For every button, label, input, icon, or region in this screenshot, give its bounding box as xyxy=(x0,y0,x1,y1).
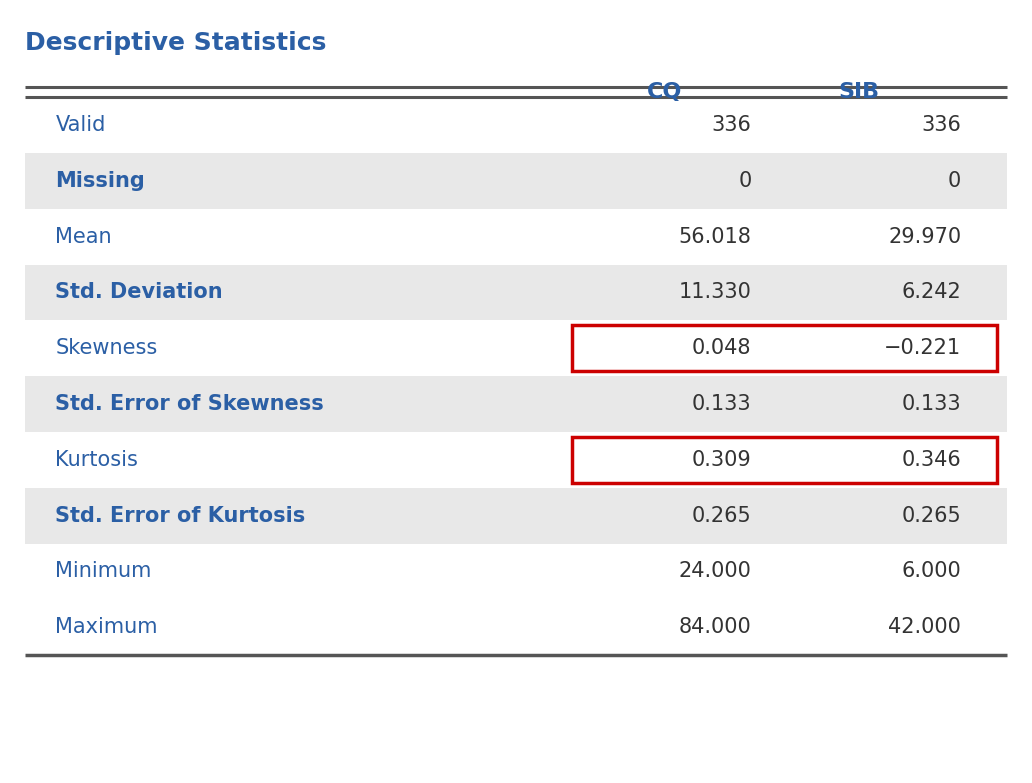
Text: Missing: Missing xyxy=(56,171,146,191)
Bar xyxy=(25,543,1007,599)
Text: 0.133: 0.133 xyxy=(902,394,961,414)
Text: 0.309: 0.309 xyxy=(691,450,751,470)
Text: 336: 336 xyxy=(712,115,751,135)
Text: SIB: SIB xyxy=(838,82,879,102)
Text: CQ: CQ xyxy=(647,82,682,102)
Bar xyxy=(25,599,1007,655)
Text: 11.330: 11.330 xyxy=(679,283,751,302)
Text: 6.242: 6.242 xyxy=(902,283,961,302)
Text: 0.265: 0.265 xyxy=(691,506,751,525)
Bar xyxy=(25,97,1007,153)
Text: 84.000: 84.000 xyxy=(679,617,751,637)
Text: Std. Error of Kurtosis: Std. Error of Kurtosis xyxy=(56,506,305,525)
Bar xyxy=(25,320,1007,376)
Text: 29.970: 29.970 xyxy=(889,226,961,247)
Text: 42.000: 42.000 xyxy=(889,617,961,637)
Text: 0.048: 0.048 xyxy=(691,338,751,359)
Text: 0: 0 xyxy=(738,171,751,191)
Text: 0.346: 0.346 xyxy=(902,450,961,470)
Text: 0.133: 0.133 xyxy=(691,394,751,414)
Text: 0: 0 xyxy=(948,171,961,191)
Text: 6.000: 6.000 xyxy=(902,561,961,582)
Bar xyxy=(573,325,997,371)
Text: Maximum: Maximum xyxy=(56,617,158,637)
Text: Mean: Mean xyxy=(56,226,112,247)
Bar xyxy=(25,488,1007,543)
Bar xyxy=(573,437,997,483)
Text: Skewness: Skewness xyxy=(56,338,158,359)
Bar xyxy=(25,432,1007,488)
Bar xyxy=(25,265,1007,320)
Bar xyxy=(25,376,1007,432)
Text: Std. Deviation: Std. Deviation xyxy=(56,283,223,302)
Bar xyxy=(25,153,1007,209)
Text: Kurtosis: Kurtosis xyxy=(56,450,138,470)
Text: 336: 336 xyxy=(922,115,961,135)
Text: 0.265: 0.265 xyxy=(902,506,961,525)
Text: 24.000: 24.000 xyxy=(679,561,751,582)
Text: Descriptive Statistics: Descriptive Statistics xyxy=(25,31,326,56)
Text: 56.018: 56.018 xyxy=(679,226,751,247)
Text: Std. Error of Skewness: Std. Error of Skewness xyxy=(56,394,324,414)
Text: Valid: Valid xyxy=(56,115,105,135)
Text: −0.221: −0.221 xyxy=(884,338,961,359)
Bar xyxy=(25,209,1007,265)
Text: Minimum: Minimum xyxy=(56,561,152,582)
